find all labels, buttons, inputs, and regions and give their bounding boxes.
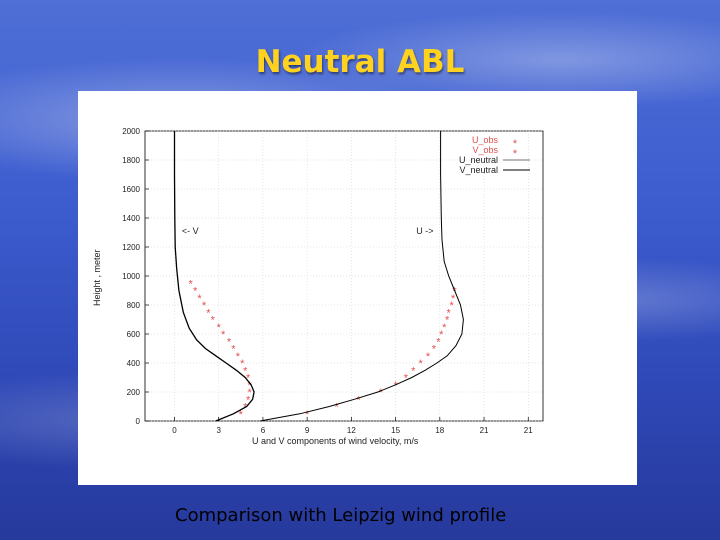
x-tick-label: 6 bbox=[261, 426, 266, 435]
y-tick-label: 1600 bbox=[122, 185, 140, 194]
data-point-v-obs: * bbox=[193, 286, 198, 298]
data-point-v-obs: * bbox=[197, 293, 202, 305]
y-tick-label: 400 bbox=[127, 359, 141, 368]
caption: Comparison with Leipzig wind profile bbox=[175, 505, 507, 526]
data-point-v-obs: * bbox=[248, 387, 253, 399]
data-point-v-obs: * bbox=[189, 278, 194, 290]
data-point-u-obs: * bbox=[305, 409, 310, 421]
data-point-v-obs: * bbox=[227, 336, 232, 348]
legend-marker-vobs: * bbox=[513, 148, 518, 160]
y-tick-label: 0 bbox=[136, 417, 141, 426]
x-tick-label: 15 bbox=[391, 426, 400, 435]
data-point-v-obs: * bbox=[206, 307, 211, 319]
y-tick-label: 1800 bbox=[122, 156, 140, 165]
data-point-v-obs: * bbox=[240, 358, 245, 370]
series-line-u-neutral bbox=[259, 131, 464, 422]
data-point-u-obs: * bbox=[451, 293, 456, 305]
figure-panel: 0 200 400 600 800 1000 1200 1400 1600 1800 2000 0 3 6… bbox=[78, 91, 637, 485]
x-tick-label: 3 bbox=[216, 426, 221, 435]
data-point-v-obs: * bbox=[221, 329, 226, 341]
data-point-v-obs: * bbox=[217, 322, 222, 334]
slide-title: Neutral ABL bbox=[255, 44, 465, 80]
y-tick-label: 1400 bbox=[122, 214, 140, 223]
annotation-v-arrow: <- V bbox=[182, 226, 199, 236]
data-point-u-obs: * bbox=[436, 336, 441, 348]
data-point-v-obs: * bbox=[236, 351, 241, 363]
x-tick-label: 21 bbox=[480, 426, 489, 435]
x-tick-label: 0 bbox=[172, 426, 177, 435]
data-point-v-obs: * bbox=[239, 409, 244, 421]
y-tick-label: 2000 bbox=[122, 127, 140, 136]
x-tick-label: 12 bbox=[347, 426, 356, 435]
y-tick-label: 200 bbox=[127, 388, 141, 397]
x-tick-label: 18 bbox=[435, 426, 444, 435]
x-tick-label: 9 bbox=[305, 426, 310, 435]
data-point-u-obs: * bbox=[357, 394, 362, 406]
data-point-u-obs: * bbox=[379, 387, 384, 399]
x-axis-label: U and V components of wind velocity, m/s bbox=[252, 436, 419, 446]
legend-marker-uobs: * bbox=[513, 138, 518, 150]
data-point-v-obs: * bbox=[202, 300, 207, 312]
data-point-u-obs: * bbox=[449, 300, 454, 312]
data-point-u-obs: * bbox=[404, 373, 409, 385]
data-point-u-obs: * bbox=[447, 307, 452, 319]
data-point-u-obs: * bbox=[439, 329, 444, 341]
data-point-u-obs: * bbox=[432, 344, 437, 356]
legend-entry-uobs: U_obs bbox=[472, 135, 499, 145]
data-point-u-obs: * bbox=[419, 358, 424, 370]
y-tick-label: 1000 bbox=[122, 272, 140, 281]
data-point-v-obs: * bbox=[246, 394, 251, 406]
data-point-v-obs: * bbox=[246, 373, 251, 385]
legend-entry-vobs: V_obs bbox=[472, 145, 498, 155]
data-point-u-obs: * bbox=[426, 351, 431, 363]
data-point-u-obs: * bbox=[393, 380, 398, 392]
legend-entry-vneutral: V_neutral bbox=[459, 165, 498, 175]
data-point-v-obs: * bbox=[231, 344, 236, 356]
y-tick-label: 800 bbox=[127, 301, 141, 310]
data-point-u-obs: * bbox=[411, 365, 416, 377]
data-point-u-obs: * bbox=[334, 402, 339, 414]
data-point-u-obs: * bbox=[445, 315, 450, 327]
wind-profile-chart: 0 200 400 600 800 1000 1200 1400 1600 1800 2000 0 3 6… bbox=[92, 127, 544, 446]
data-point-v-obs: * bbox=[248, 380, 253, 392]
y-tick-label: 1200 bbox=[122, 243, 140, 252]
data-point-v-obs: * bbox=[243, 365, 248, 377]
series-line-v-neutral bbox=[173, 131, 255, 422]
annotation-u-arrow: U -> bbox=[416, 226, 433, 236]
legend-entry-uneutral: U_neutral bbox=[459, 155, 498, 165]
y-axis-label: Height , meter bbox=[92, 249, 102, 306]
y-tick-label: 600 bbox=[127, 330, 141, 339]
data-point-u-obs: * bbox=[442, 322, 447, 334]
x-tick-label: 21 bbox=[524, 426, 533, 435]
data-point-v-obs: * bbox=[211, 315, 216, 327]
